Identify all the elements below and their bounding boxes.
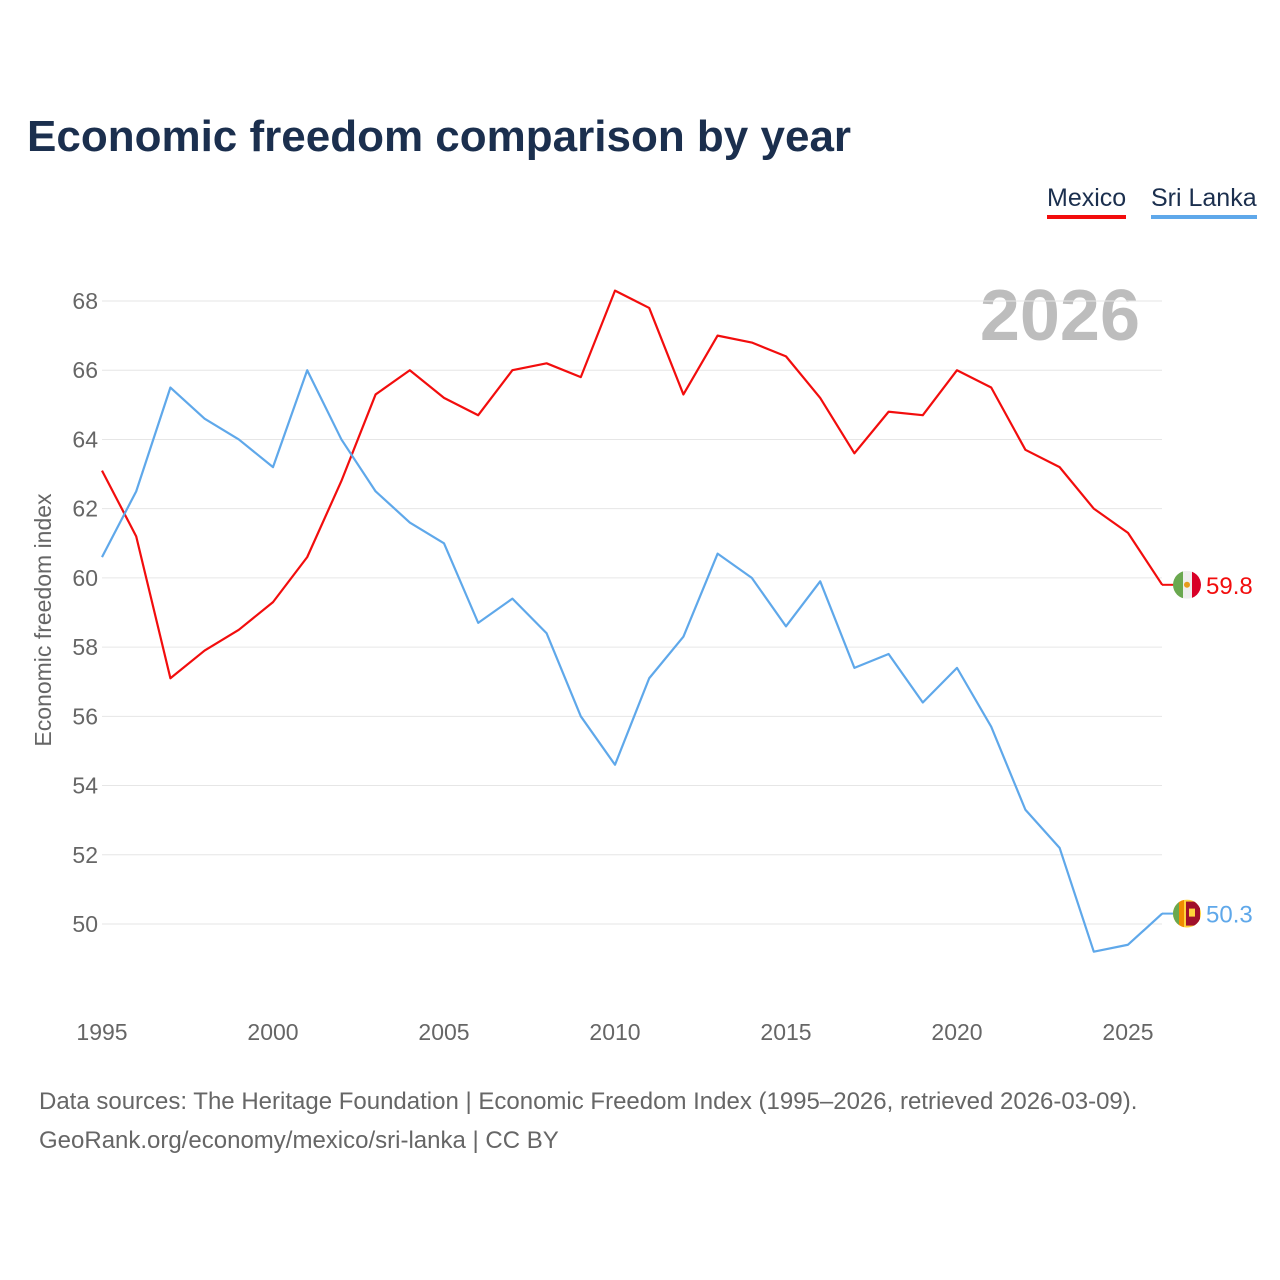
x-tick-label: 2025 — [1102, 1019, 1153, 1045]
series-line-mexico — [101, 289, 1164, 680]
end-value-label: 50.3 — [1206, 902, 1253, 929]
year-watermark: 2026 — [980, 276, 1140, 356]
y-tick-label: 66 — [72, 357, 98, 383]
x-tick-label: 2005 — [418, 1019, 469, 1045]
y-tick-label: 62 — [72, 496, 98, 522]
end-value-label: 59.8 — [1206, 573, 1253, 600]
x-tick-label: 1995 — [76, 1019, 127, 1045]
y-tick-label: 56 — [72, 703, 98, 729]
chart-title: Economic freedom comparison by year — [27, 112, 852, 161]
y-tick-label: 50 — [72, 911, 98, 937]
y-tick-label: 54 — [72, 773, 98, 799]
y-tick-label: 60 — [72, 565, 98, 591]
sri-lanka-flag-icon — [1173, 899, 1201, 928]
mexico-flag-icon — [1173, 570, 1201, 599]
legend-sri-lanka[interactable]: Sri Lanka — [1151, 184, 1257, 219]
y-tick-label: 68 — [72, 288, 98, 314]
footer-sources: Data sources: The Heritage Foundation | … — [39, 1088, 1138, 1115]
y-tick-label: 52 — [72, 842, 98, 868]
x-tick-label: 2010 — [589, 1019, 640, 1045]
x-tick-label: 2015 — [760, 1019, 811, 1045]
series-line-sri-lanka — [101, 369, 1163, 953]
x-tick-label: 2020 — [931, 1019, 982, 1045]
y-tick-label: 58 — [72, 634, 98, 660]
y-axis-label: Economic freedom index — [30, 493, 56, 747]
footer-link[interactable]: GeoRank.org/economy/mexico/sri-lanka | C… — [39, 1127, 559, 1154]
x-tick-label: 2000 — [247, 1019, 298, 1045]
y-tick-label: 64 — [72, 426, 98, 452]
legend-mexico[interactable]: Mexico — [1047, 184, 1127, 219]
